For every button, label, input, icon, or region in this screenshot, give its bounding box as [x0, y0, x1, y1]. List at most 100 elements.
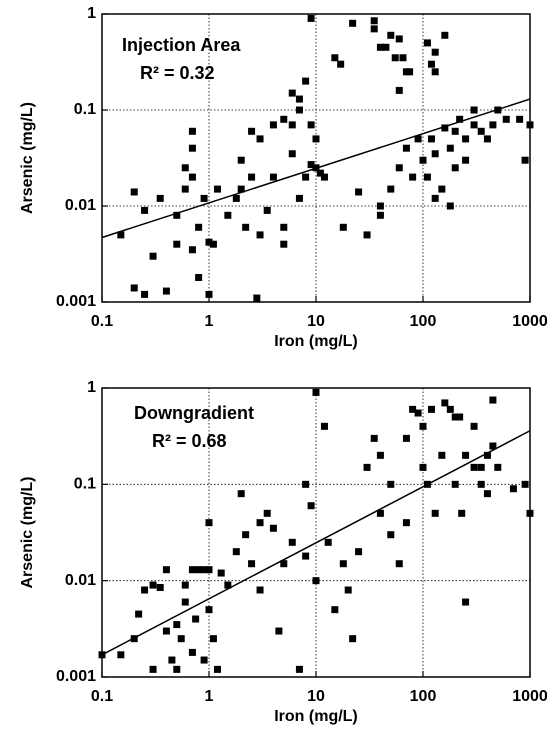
x-tick-label: 10 [307, 688, 325, 705]
point [242, 531, 250, 539]
point [376, 211, 384, 219]
y-axis-title: Arsenic (mg/L) [19, 102, 36, 214]
point [269, 173, 277, 181]
point [288, 89, 296, 97]
point [192, 615, 200, 623]
point [441, 31, 449, 39]
point [446, 202, 454, 210]
point [149, 581, 157, 589]
point [224, 581, 232, 589]
point [162, 566, 170, 574]
point [470, 463, 478, 471]
point [427, 405, 435, 413]
point [521, 480, 529, 488]
point [387, 480, 395, 488]
point [288, 121, 296, 129]
point [162, 627, 170, 635]
point [312, 577, 320, 585]
x-tick-label: 100 [410, 688, 437, 705]
point [526, 509, 534, 517]
point [331, 54, 339, 62]
point [441, 399, 449, 407]
point [307, 161, 315, 169]
point [188, 566, 196, 574]
point [307, 14, 315, 22]
point [451, 127, 459, 135]
point [370, 25, 378, 33]
point [205, 238, 213, 246]
point [173, 621, 181, 629]
x-tick-label: 0.1 [91, 313, 113, 330]
point [483, 451, 491, 459]
point [446, 144, 454, 152]
point [363, 231, 371, 239]
point [280, 223, 288, 231]
point [177, 635, 185, 643]
point [502, 115, 510, 123]
point [141, 290, 149, 298]
trend-line [101, 98, 531, 239]
point [419, 156, 427, 164]
point [253, 294, 261, 302]
point [477, 463, 485, 471]
point [339, 560, 347, 568]
point [188, 648, 196, 656]
point [117, 651, 125, 659]
point [156, 583, 164, 591]
point [295, 106, 303, 114]
point [242, 223, 250, 231]
point [446, 405, 454, 413]
point [363, 463, 371, 471]
point [232, 194, 240, 202]
y-axis-title: Arsenic (mg/L) [19, 476, 36, 588]
point [339, 223, 347, 231]
point [209, 635, 217, 643]
point [489, 442, 497, 450]
point [376, 451, 384, 459]
point [200, 566, 208, 574]
point [280, 115, 288, 123]
point [181, 164, 189, 172]
point [483, 490, 491, 498]
point [188, 144, 196, 152]
x-tick-label: 100 [410, 313, 437, 330]
point [419, 422, 427, 430]
point [355, 188, 363, 196]
point [509, 485, 517, 493]
point [391, 54, 399, 62]
point [427, 135, 435, 143]
point [395, 35, 403, 43]
point [423, 173, 431, 181]
y-tick-label: 0.01 [65, 572, 96, 589]
point [370, 17, 378, 25]
point [441, 124, 449, 132]
x-tick-label: 10 [307, 313, 325, 330]
point [431, 150, 439, 158]
point [451, 480, 459, 488]
point [483, 135, 491, 143]
point [324, 538, 332, 546]
point [269, 524, 277, 532]
x-tick-label: 1 [205, 313, 214, 330]
point [414, 135, 422, 143]
point [248, 173, 256, 181]
point [462, 598, 470, 606]
y-tick-label: 0.01 [65, 197, 96, 214]
point [312, 388, 320, 396]
point [295, 665, 303, 673]
point [387, 531, 395, 539]
point [275, 627, 283, 635]
point [526, 121, 534, 129]
point [387, 185, 395, 193]
x-tick-label: 1000 [512, 688, 548, 705]
plot-frame [101, 13, 531, 303]
point [395, 86, 403, 94]
point [205, 606, 213, 614]
annotation: Injection Area [122, 35, 241, 55]
point [256, 519, 264, 527]
y-tick-label: 1 [87, 379, 96, 396]
point [438, 451, 446, 459]
x-tick-label: 1000 [512, 313, 548, 330]
point [431, 48, 439, 56]
point [302, 480, 310, 488]
